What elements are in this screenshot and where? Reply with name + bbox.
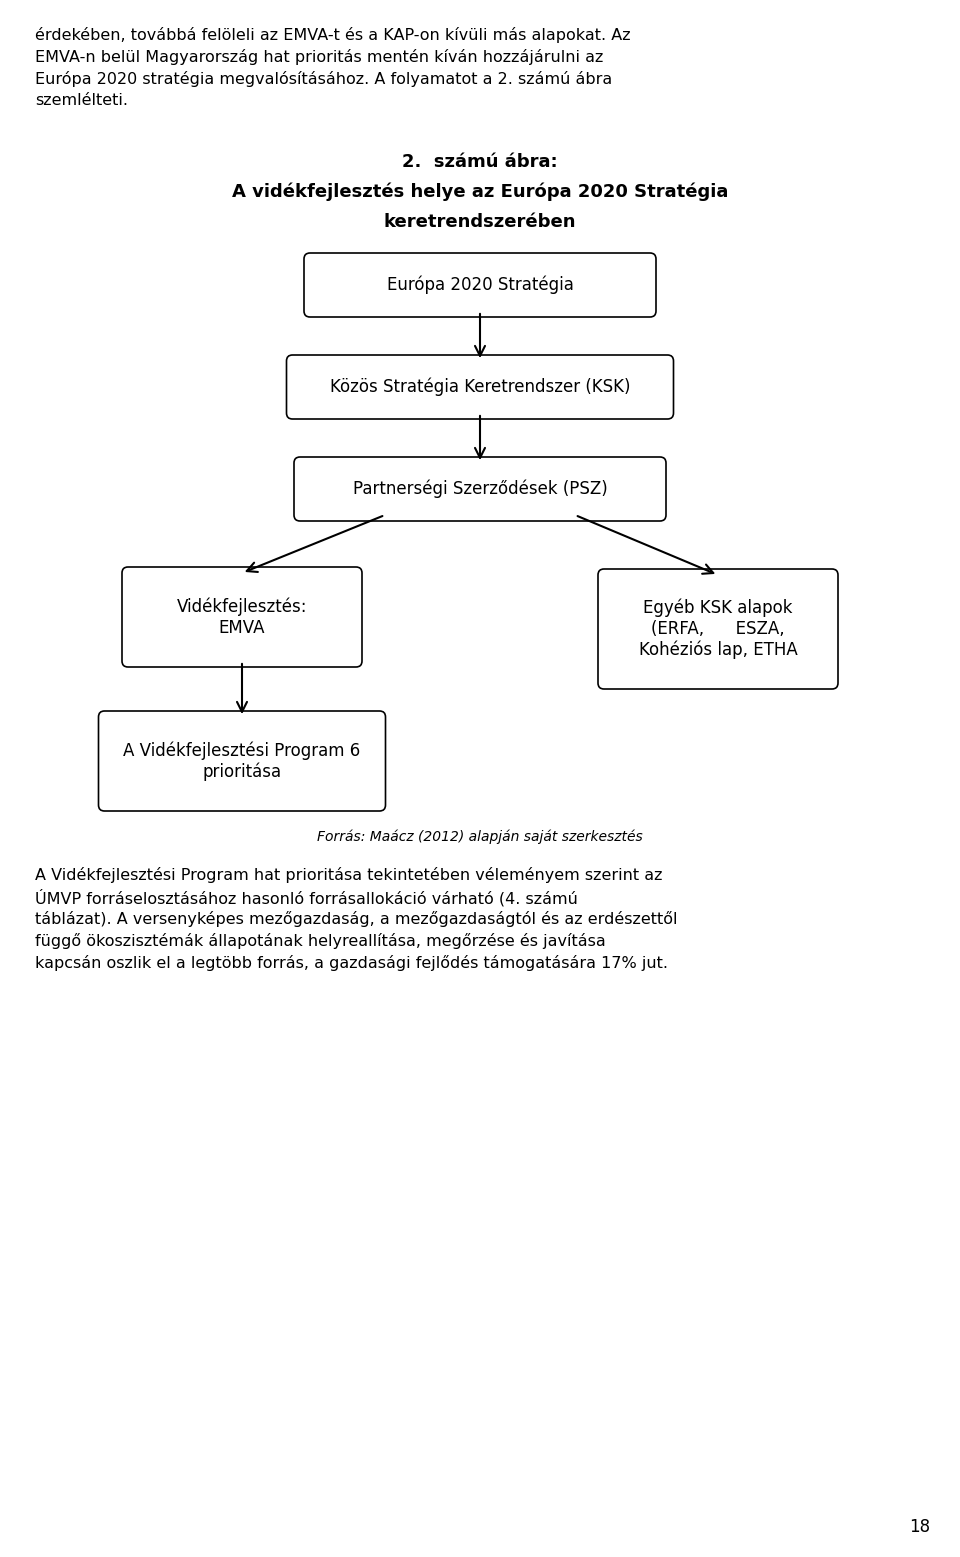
Text: Vidékfejlesztés:
EMVA: Vidékfejlesztés: EMVA (177, 598, 307, 637)
Text: Partnerségi Szerződések (PSZ): Partnerségi Szerződések (PSZ) (352, 480, 608, 498)
Text: szemlélteti.: szemlélteti. (35, 93, 128, 107)
FancyBboxPatch shape (122, 567, 362, 666)
Text: ÚMVP forráselosztásához hasonló forrásallokáció várható (4. számú: ÚMVP forráselosztásához hasonló forrásal… (35, 889, 578, 906)
Text: Európa 2020 Stratégia: Európa 2020 Stratégia (387, 276, 573, 294)
Text: kapcsán oszlik el a legtöbb forrás, a gazdasági fejlődés támogatására 17% jut.: kapcsán oszlik el a legtöbb forrás, a ga… (35, 954, 668, 972)
FancyBboxPatch shape (304, 252, 656, 318)
Text: Európa 2020 stratégia megvalósításához. A folyamatot a 2. számú ábra: Európa 2020 stratégia megvalósításához. … (35, 72, 612, 87)
Text: Forrás: Maácz (2012) alapján saját szerkesztés: Forrás: Maácz (2012) alapján saját szerk… (317, 830, 643, 844)
Text: A vidékfejlesztés helye az Európa 2020 Stratégia: A vidékfejlesztés helye az Európa 2020 S… (231, 182, 729, 201)
Text: 2.  számú ábra:: 2. számú ábra: (402, 153, 558, 171)
FancyBboxPatch shape (294, 458, 666, 522)
Text: EMVA-n belül Magyarország hat prioritás mentén kíván hozzájárulni az: EMVA-n belül Magyarország hat prioritás … (35, 48, 604, 65)
Text: Közös Stratégia Keretrendszer (KSK): Közös Stratégia Keretrendszer (KSK) (329, 378, 631, 395)
FancyBboxPatch shape (286, 355, 674, 419)
FancyBboxPatch shape (99, 712, 386, 811)
FancyBboxPatch shape (598, 568, 838, 690)
Text: érdekében, továbbá felöleli az EMVA-t és a KAP-on kívüli más alapokat. Az: érdekében, továbbá felöleli az EMVA-t és… (35, 26, 631, 44)
Text: Egyéb KSK alapok
(ERFA,      ESZA,
Kohéziós lap, ETHA: Egyéb KSK alapok (ERFA, ESZA, Kohéziós l… (638, 598, 798, 659)
Text: függő ökoszisztémák állapotának helyreallítása, megőrzése és javítása: függő ökoszisztémák állapotának helyreal… (35, 933, 606, 950)
Text: táblázat). A versenyképes mezőgazdaság, a mezőgazdaságtól és az erdészettől: táblázat). A versenyképes mezőgazdaság, … (35, 911, 678, 926)
Text: A Vidékfejlesztési Program hat prioritása tekintetében véleményem szerint az: A Vidékfejlesztési Program hat prioritás… (35, 867, 662, 883)
Text: A Vidékfejlesztési Program 6
prioritása: A Vidékfejlesztési Program 6 prioritása (124, 741, 361, 782)
Text: keretrendszerében: keretrendszerében (384, 213, 576, 230)
Text: 18: 18 (909, 1518, 930, 1537)
